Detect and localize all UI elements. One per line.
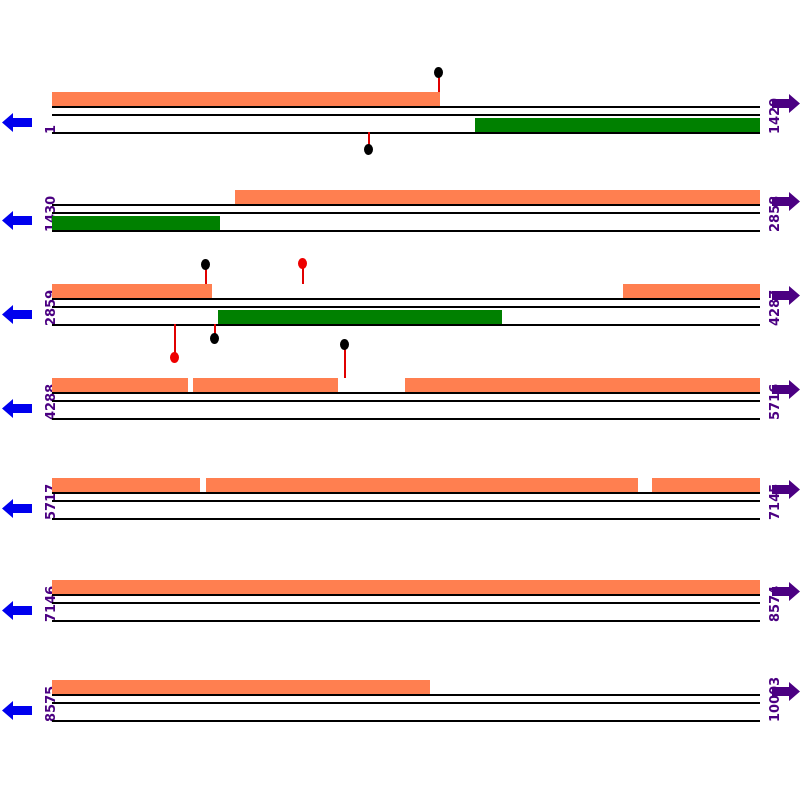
- marker-head-black[interactable]: [434, 67, 443, 78]
- sequence-track: [52, 466, 760, 536]
- arrow-left-icon[interactable]: [2, 499, 32, 518]
- arrow-right-icon[interactable]: [772, 480, 800, 499]
- position-marker[interactable]: [364, 132, 373, 155]
- track-axis-line: [52, 620, 760, 622]
- arrow-right-icon[interactable]: [772, 286, 800, 305]
- forward-strand-feature[interactable]: [52, 680, 430, 694]
- arrow-right-icon[interactable]: [772, 582, 800, 601]
- track-axis-line: [52, 594, 760, 596]
- sequence-track: [52, 668, 760, 738]
- sequence-row: 71468574: [0, 568, 800, 668]
- sequence-row: 42885716: [0, 339, 800, 466]
- track-axis-line: [52, 230, 760, 232]
- position-marker[interactable]: [170, 324, 179, 363]
- arrow-right-icon[interactable]: [772, 682, 800, 701]
- reverse-strand-feature[interactable]: [218, 310, 502, 324]
- arrow-left-icon[interactable]: [2, 399, 32, 418]
- forward-strand-feature[interactable]: [623, 284, 760, 298]
- reverse-strand-feature[interactable]: [52, 216, 220, 230]
- position-marker[interactable]: [340, 339, 349, 378]
- arrow-left-icon[interactable]: [2, 211, 32, 230]
- forward-strand-feature[interactable]: [52, 284, 212, 298]
- marker-head-red[interactable]: [170, 352, 179, 363]
- end-coordinate-label: 10003: [768, 676, 783, 722]
- arrow-left-icon[interactable]: [2, 113, 32, 132]
- arrow-left-icon[interactable]: [2, 305, 32, 324]
- sequence-row: 857510003: [0, 668, 800, 768]
- forward-strand-feature[interactable]: [405, 378, 760, 392]
- arrow-left-icon[interactable]: [2, 601, 32, 620]
- marker-head-black[interactable]: [340, 339, 349, 350]
- sequence-row: 57177145: [0, 466, 800, 566]
- track-axis-line: [52, 212, 760, 214]
- track-axis-line: [52, 492, 760, 494]
- forward-strand-feature[interactable]: [206, 478, 638, 492]
- arrow-right-icon[interactable]: [772, 94, 800, 113]
- arrow-right-icon[interactable]: [772, 192, 800, 211]
- sequence-row: 28594287: [0, 258, 800, 372]
- forward-strand-feature[interactable]: [652, 478, 760, 492]
- marker-head-red[interactable]: [298, 258, 307, 269]
- track-axis-line: [52, 392, 760, 394]
- end-coordinate-label: 7145: [768, 483, 783, 520]
- end-coordinate-label: 1429: [768, 97, 783, 134]
- track-axis-line: [52, 702, 760, 704]
- sequence-row: 1 1429: [0, 67, 800, 180]
- position-marker[interactable]: [201, 259, 210, 284]
- end-coordinate-label: 4287: [768, 289, 783, 326]
- forward-strand-feature[interactable]: [52, 478, 200, 492]
- position-marker[interactable]: [210, 324, 219, 344]
- track-axis-line: [52, 418, 760, 420]
- reverse-strand-feature[interactable]: [475, 118, 760, 132]
- marker-head-black[interactable]: [201, 259, 210, 270]
- sequence-track: [52, 258, 760, 363]
- sequence-row: 14302858: [0, 178, 800, 278]
- track-axis-line: [52, 500, 760, 502]
- track-axis-line: [52, 518, 760, 520]
- track-axis-line: [52, 324, 760, 326]
- arrow-left-icon[interactable]: [2, 701, 32, 720]
- forward-strand-feature[interactable]: [52, 378, 188, 392]
- position-marker[interactable]: [298, 258, 307, 284]
- track-axis-line: [52, 132, 760, 134]
- track-axis-line: [52, 204, 760, 206]
- feature-gap: [638, 478, 652, 492]
- sequence-track: [52, 67, 760, 155]
- forward-strand-feature[interactable]: [52, 92, 440, 106]
- forward-strand-feature[interactable]: [193, 378, 338, 392]
- track-axis-line: [52, 298, 760, 300]
- sequence-track: [52, 339, 760, 436]
- feature-gap: [200, 478, 206, 492]
- arrow-right-icon[interactable]: [772, 380, 800, 399]
- sequence-track: [52, 178, 760, 248]
- track-axis-line: [52, 306, 760, 308]
- track-axis-line: [52, 694, 760, 696]
- feature-gap: [338, 378, 405, 392]
- track-axis-line: [52, 400, 760, 402]
- track-axis-line: [52, 106, 760, 108]
- forward-strand-feature[interactable]: [52, 580, 760, 594]
- marker-head-black[interactable]: [364, 144, 373, 155]
- end-coordinate-label: 2858: [768, 195, 783, 232]
- track-axis-line: [52, 720, 760, 722]
- end-coordinate-label: 5716: [768, 383, 783, 420]
- marker-head-black[interactable]: [210, 333, 219, 344]
- position-marker[interactable]: [434, 67, 443, 92]
- track-axis-line: [52, 114, 760, 116]
- sequence-track: [52, 568, 760, 638]
- forward-strand-feature[interactable]: [235, 190, 760, 204]
- track-axis-line: [52, 602, 760, 604]
- end-coordinate-label: 8574: [768, 585, 783, 622]
- feature-gap: [188, 378, 193, 392]
